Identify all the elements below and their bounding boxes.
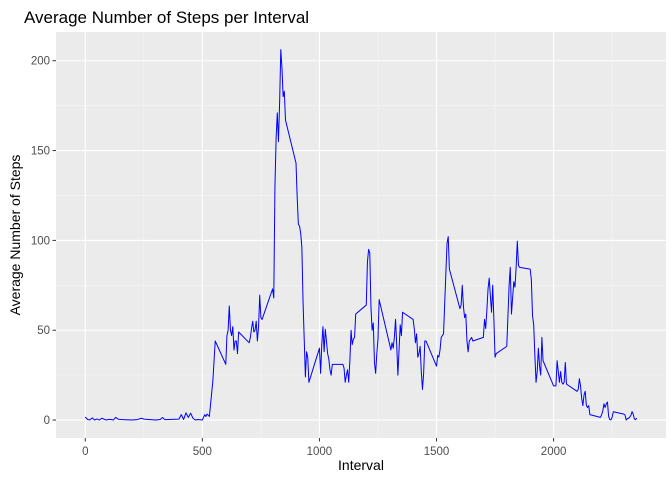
- minor-gridlines: [56, 32, 666, 438]
- x-axis: 0 500 1000 1500 2000: [82, 438, 566, 458]
- x-tick-label: 2000: [541, 446, 567, 458]
- y-tick-label: 100: [31, 235, 50, 247]
- x-axis-title: Interval: [338, 457, 384, 473]
- y-axis: 0 50 100 150 200: [31, 56, 56, 427]
- chart-title: Average Number of Steps per Interval: [24, 8, 309, 27]
- x-tick-label: 500: [193, 446, 212, 458]
- major-gridlines: [56, 32, 666, 438]
- y-tick-label: 200: [31, 56, 50, 68]
- x-tick-label: 1000: [307, 446, 333, 458]
- y-tick-label: 50: [37, 325, 50, 337]
- series-layer: [84, 49, 638, 421]
- y-tick-label: 150: [31, 146, 50, 158]
- x-tick-label: 1500: [424, 446, 450, 458]
- y-axis-title: Average Number of Steps: [7, 155, 23, 316]
- y-tick-label: 0: [44, 415, 50, 427]
- series-line-0: [84, 49, 638, 421]
- x-tick-label: 0: [82, 446, 88, 458]
- plot-panel: [56, 32, 666, 438]
